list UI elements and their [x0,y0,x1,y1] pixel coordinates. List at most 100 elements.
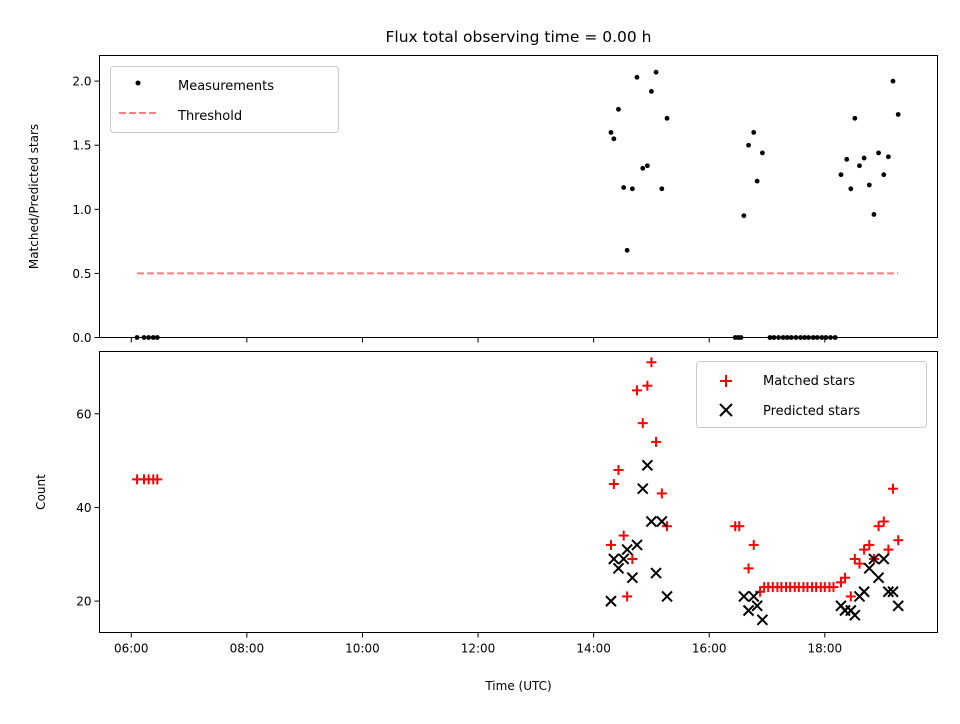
measurement-point [895,112,901,117]
top-y-tick-label: 2.0 [72,75,91,89]
matched-star-point [864,539,875,550]
measurement-point [866,182,872,188]
predicted-star-point [849,609,861,621]
measurement-point [621,185,627,190]
measurement-point [634,74,640,80]
top-y-tick-label: 1.5 [72,139,91,153]
predicted-star-point [605,595,617,607]
top-y-tick-label: 1.0 [72,203,91,217]
predicted-star-point [878,553,890,565]
predicted-star-point [626,571,639,584]
matched-star-point [734,521,745,532]
bottom-legend-box [696,361,927,428]
matched-star-point [152,474,163,485]
measurement-point [881,172,887,178]
matched-star-point [651,436,662,447]
predicted-star-point [892,600,904,612]
bottom-y-axis-label: Count [34,474,48,510]
predicted-star-point [621,543,633,556]
measurement-points [134,69,901,340]
matched-star-point [642,380,653,391]
bottom-x-ticks: 06:00 08:00 10:00 12:00 14:00 16:00 18:00 [114,632,843,656]
measurement-point [857,163,862,169]
x-axis-label: Time (UTC) [484,679,551,693]
matched-star-point [618,530,629,541]
measurement-point [644,163,650,169]
predicted-star-point [617,553,630,565]
matched-star-point [608,479,619,490]
measurement-point [611,136,617,142]
matched-star-point [622,591,633,602]
measurement-point [844,156,850,162]
top-legend-box [110,66,339,133]
top-y-tick-label: 0.0 [72,331,91,345]
predicted-star-point [612,562,625,575]
legend-predicted-label: Predicted stars [763,404,860,419]
matched-star-point [840,572,851,583]
predicted-star-point [650,567,662,579]
top-y-axis-label: Matched/Predicted stars [27,124,41,269]
bottom-plot-frame [99,351,938,633]
x-tick-label: 18:00 [808,642,843,656]
x-tick-label: 08:00 [230,642,265,656]
legend-measurements-marker [135,80,141,86]
predicted-star-point [751,600,763,612]
measurement-point [890,78,896,84]
measurement-point [741,213,747,219]
predicted-star-point [656,515,668,528]
measurement-point [871,212,877,217]
measurement-point [885,154,891,160]
panel-count: 20 40 60 06:00 08:00 10:00 12:00 14:00 16:00 18:… [34,351,938,693]
predicted-star-point [887,586,899,598]
predicted-star-point [868,553,880,565]
matched-star-point [845,591,856,602]
top-plot-frame [99,55,938,338]
predicted-star-point [863,562,876,575]
predicted-star-point [637,483,649,495]
matched-star-point [605,539,616,550]
measurement-point [616,106,621,112]
matched-star-point [878,516,889,527]
matched-star-point [849,553,860,564]
legend-predicted-marker [719,403,733,417]
predicted-star-point [608,553,620,565]
predicted-star-point [645,515,658,528]
predicted-star-point [858,586,870,598]
predicted-star-point [641,459,654,472]
measurement-point [746,142,751,148]
measurement-point [624,247,630,253]
predicted-star-point [748,590,760,603]
matched-star-point [893,535,904,546]
predicted-star-point [738,590,750,603]
bottom-y-tick-label: 60 [76,407,91,421]
x-tick-label: 10:00 [345,642,380,656]
matched-star-point [613,464,624,475]
measurement-point [664,115,670,121]
legend-matched-label: Matched stars [763,374,855,389]
measurement-point [608,130,614,135]
top-y-ticks: 0.0 0.5 1.0 1.5 2.0 [72,75,100,345]
matched-star-point [883,544,894,555]
measurement-point [751,130,757,135]
predicted-star-point [756,614,769,626]
bottom-legend: Matched stars Predicted stars [696,361,927,428]
measurement-point [629,186,635,192]
legend-measurements-label: Measurements [178,79,274,94]
matched-star-point [646,357,657,368]
matched-star-point [631,385,642,396]
predicted-star-point [661,590,673,603]
measurement-point [759,150,765,156]
predicted-star-point [742,604,755,617]
matched-star-point [887,483,898,494]
legend-threshold-label: Threshold [177,109,242,124]
chart-title: Flux total observing time = 0.00 h [385,28,651,46]
measurement-point [649,88,654,94]
predicted-star-point [882,586,895,598]
count-points [132,357,904,626]
top-y-tick-label: 0.5 [72,267,91,281]
bottom-y-tick-label: 20 [76,595,91,609]
matched-star-point [627,553,638,564]
measurement-point [653,69,659,75]
matched-star-point [828,582,839,593]
matched-star-point [859,544,870,555]
